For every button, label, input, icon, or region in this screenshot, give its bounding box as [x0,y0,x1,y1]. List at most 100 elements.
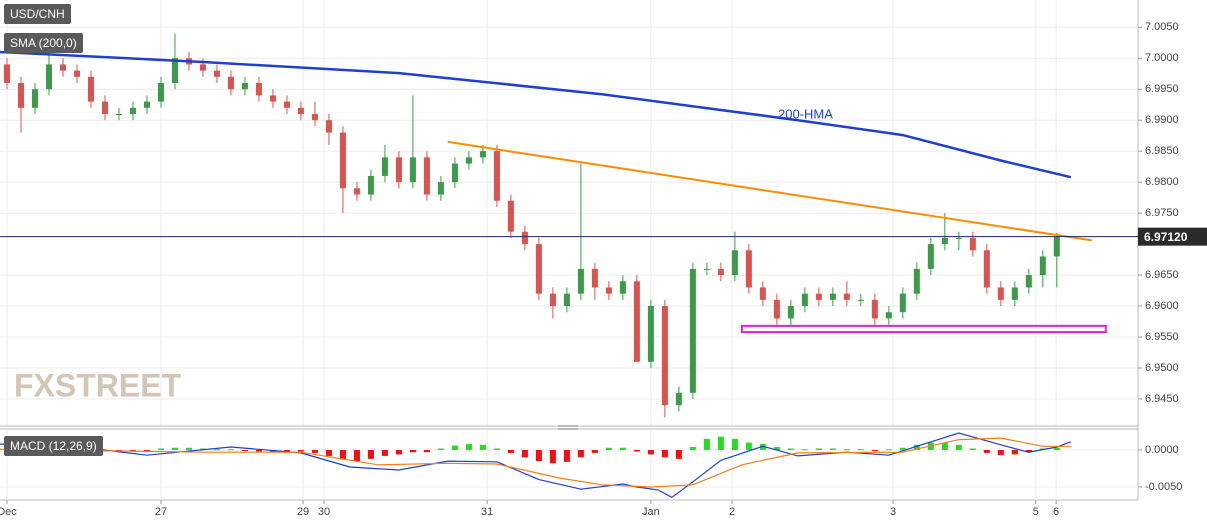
macd-line [0,437,1071,488]
macd-histogram-bar [913,444,920,450]
x-tick-label: Dec [0,506,17,518]
macd-histogram-bar [885,449,892,451]
macd-histogram-bar [633,449,640,452]
candle-body [815,293,822,300]
macd-histogram-bar [591,449,598,453]
indicator-label: SMA (200,0) [4,33,83,53]
macd-histogram-bar [549,449,556,464]
candle-body [689,268,696,393]
macd-histogram-bar [661,449,668,458]
candle-body [1039,256,1046,276]
candle-body [507,200,514,232]
macd-histogram-bar [773,447,780,450]
x-tick-label: 6 [1053,506,1059,518]
candle-body [1053,236,1060,257]
candle-body [843,293,850,300]
symbol-label: USD/CNH [4,4,71,24]
candle-body [521,231,528,245]
candle-body [983,250,990,288]
y-tick-label: 7.0050 [1145,21,1179,33]
candle-body [829,293,836,300]
candle-body [479,151,486,158]
candle-body [241,83,248,90]
candle-body [731,250,738,276]
hma-line [0,50,1072,179]
candle-body [997,287,1004,300]
candle-body [633,281,640,362]
macd-histogram-bar [815,448,822,450]
x-tick-label: 5 [1033,506,1039,518]
watermark: FXSTREET [14,367,182,403]
candle-body [367,175,374,195]
macd-histogram-bar [507,449,514,453]
candle-body [395,157,402,183]
macd-histogram-bar [381,449,388,456]
macd-histogram-bar [437,448,444,450]
candle-body [577,268,584,294]
candle-body [745,250,752,288]
candle-body [73,70,80,77]
macd-histogram-bar [843,449,850,451]
candle-body [59,64,66,71]
candle-body [759,287,766,300]
macd-histogram-bar [451,445,458,450]
macd-histogram-bar [969,448,976,450]
macd-histogram-bar [227,449,234,451]
candle-body [773,299,780,319]
candle-body [269,95,276,102]
candle-body [465,157,472,164]
macd-histogram-bar [647,449,654,455]
candle-body [115,113,122,115]
macd-histogram-bar [955,444,962,450]
x-tick-label: Jan [642,506,660,518]
macd-histogram-bar [983,449,990,453]
x-tick-label: 31 [481,506,493,518]
price-panel [0,0,1138,425]
macd-histogram-bar [521,449,528,458]
macd-histogram-bar [353,449,360,462]
macd-histogram-bar [1025,449,1032,453]
candle-body [969,237,976,251]
macd-histogram-bar [675,449,682,459]
y-tick-label: 6.9600 [1145,300,1179,312]
candle-body [409,157,416,183]
candle-body [857,299,864,301]
macd-histogram-bar [801,449,808,451]
candle-body [339,132,346,189]
macd-histogram-bar [899,447,906,450]
candle-body [451,163,458,183]
macd-histogram-bar [283,449,290,453]
macd-label: MACD (12,26,9) [4,436,103,456]
candle-body [927,244,934,269]
macd-histogram-bar [311,449,318,453]
macd-histogram-bar [241,449,248,451]
candle-body [493,151,500,201]
candle-body [955,237,962,239]
candle-body [899,293,906,313]
candle-body [199,64,206,71]
candle-body [255,83,262,96]
macd-histogram-bar [787,448,794,450]
last-price-label: 6.97120 [1144,230,1188,244]
macd-histogram-bar [745,442,752,450]
candle-body [129,107,136,114]
y-tick-label: 6.9500 [1145,362,1179,374]
candle-body [31,89,38,108]
candle-body [1011,287,1018,300]
candle-body [325,120,332,133]
candle-body [45,64,52,90]
macd-histogram-bar [171,447,178,450]
macd-histogram-bar [857,449,864,451]
candle-body [619,281,626,294]
candle-body [353,188,360,195]
macd-histogram-bar [255,449,262,452]
y-tick-label: 7.0000 [1145,52,1179,64]
macd-histogram-bar [829,448,836,450]
candle-body [423,157,430,195]
candle-body [605,287,612,294]
macd-histogram-bar [605,447,612,450]
candle-body [157,83,164,102]
macd-histogram-bar [577,449,584,458]
macd-histogram-bar [157,448,164,450]
y-tick-label: 6.9450 [1145,393,1179,405]
